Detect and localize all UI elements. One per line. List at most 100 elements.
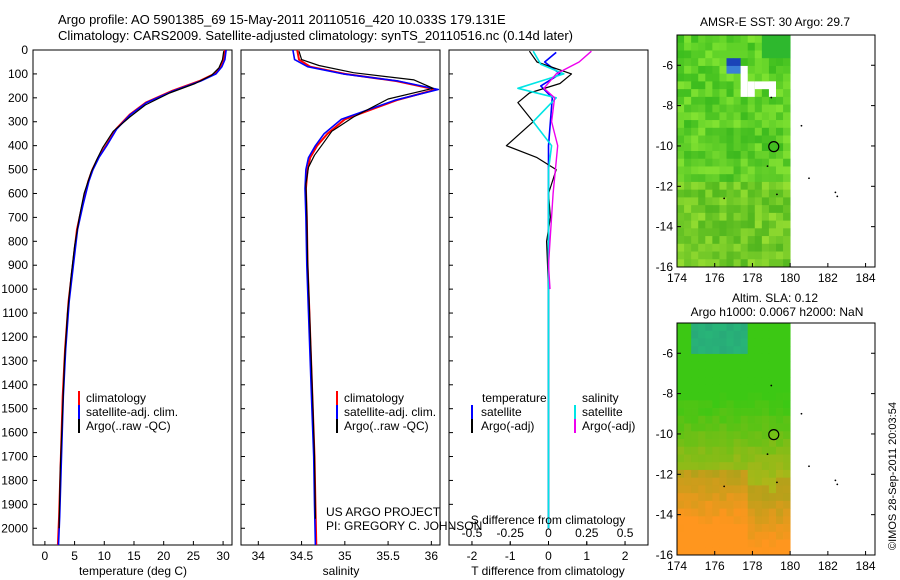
heatmap-cell	[776, 400, 784, 409]
heatmap-cell	[719, 330, 727, 339]
heatmap-cell	[677, 35, 685, 44]
heatmap-cell	[783, 135, 791, 144]
heatmap-cell	[768, 323, 777, 332]
heatmap-cell	[698, 493, 706, 502]
heatmap-cell	[684, 346, 692, 355]
island-dot	[766, 453, 769, 456]
heatmap-cell	[691, 516, 699, 525]
heatmap-cell	[698, 524, 706, 533]
heatmap-cell	[783, 35, 791, 44]
heatmap-cell	[712, 81, 720, 90]
heatmap-cell	[691, 462, 699, 471]
heatmap-cell	[698, 431, 706, 440]
heatmap-cell	[754, 120, 763, 129]
heatmap-cell	[712, 259, 720, 268]
heatmap-cell	[733, 120, 742, 129]
heatmap-cell	[747, 220, 756, 229]
lat-tick-label: -10	[656, 139, 674, 153]
heatmap-cell	[754, 439, 763, 448]
heatmap-cell	[761, 415, 770, 424]
heatmap-cell	[677, 338, 685, 347]
heatmap-cell	[719, 400, 727, 409]
heatmap-cell	[698, 205, 706, 214]
heatmap-cell	[733, 485, 742, 494]
heatmap-cell	[747, 174, 756, 183]
heatmap-cell	[698, 384, 706, 393]
heatmap-cell	[719, 81, 727, 90]
heatmap-cell	[712, 174, 720, 183]
heatmap-cell	[761, 353, 770, 363]
heatmap-cell	[740, 384, 749, 393]
heatmap-cell	[705, 151, 713, 160]
x-tick-label: 34	[252, 549, 266, 563]
heatmap-cell	[768, 462, 777, 471]
heatmap-cell	[740, 531, 749, 540]
heatmap-cell	[733, 377, 742, 386]
heatmap-cell	[754, 151, 763, 160]
heatmap-cell	[747, 431, 756, 440]
heatmap-cell	[783, 369, 791, 378]
heatmap-cell	[698, 377, 706, 386]
heatmap-cell	[747, 212, 756, 221]
heatmap-cell	[733, 353, 742, 363]
heatmap-cell	[712, 104, 720, 113]
heatmap-cell	[768, 151, 777, 160]
heatmap-cell	[747, 127, 756, 136]
heatmap-cell	[705, 205, 713, 214]
heatmap-cell	[768, 212, 777, 221]
heatmap-cell	[761, 384, 770, 393]
heatmap-cell	[740, 338, 749, 347]
heatmap-cell	[761, 65, 770, 75]
heatmap-cell	[754, 408, 763, 417]
heatmap-cell	[776, 508, 784, 517]
heatmap-cell	[733, 439, 742, 448]
heatmap-cell	[733, 228, 742, 237]
x-tick-label: 35	[338, 549, 352, 563]
heatmap-cell	[677, 259, 685, 268]
heatmap-cell	[776, 524, 784, 533]
heatmap-cell	[776, 469, 784, 479]
heatmap-cell	[719, 353, 727, 363]
heatmap-cell	[698, 353, 706, 363]
heatmap-cell	[733, 89, 742, 98]
heatmap-cell	[768, 65, 777, 75]
heatmap-cell	[726, 454, 734, 463]
heatmap-cell	[783, 524, 791, 533]
heatmap-cell	[740, 539, 749, 548]
heatmap-cell	[740, 508, 749, 517]
heatmap-cell	[691, 423, 699, 432]
heatmap-cell	[684, 42, 692, 51]
heatmap-cell	[705, 104, 713, 113]
heatmap-cell	[783, 50, 791, 59]
heatmap-cell	[783, 236, 791, 245]
heatmap-cell	[719, 112, 727, 121]
heatmap-cell	[761, 158, 770, 167]
heatmap-cell	[761, 408, 770, 417]
heatmap-cell	[705, 96, 713, 105]
heatmap-cell	[726, 166, 734, 175]
heatmap-cell	[684, 174, 692, 183]
heatmap-cell	[768, 330, 777, 339]
sla-heatmap	[676, 322, 876, 556]
heatmap-cell	[712, 454, 720, 463]
heatmap-cell	[733, 469, 742, 479]
heatmap-cell	[705, 236, 713, 245]
heatmap-cell	[776, 50, 784, 59]
heatmap-cell	[761, 539, 770, 548]
heatmap-cell	[684, 58, 692, 67]
heatmap-cell	[768, 251, 777, 260]
heatmap-cell	[747, 151, 756, 160]
heatmap-cell	[691, 181, 699, 191]
heatmap-cell	[712, 205, 720, 214]
lon-tick-label: 184	[856, 559, 876, 573]
heatmap-cell	[733, 65, 742, 75]
heatmap-cell	[776, 236, 784, 245]
heatmap-cell	[698, 151, 706, 160]
heatmap-cell	[677, 205, 685, 214]
heatmap-cell	[768, 135, 777, 144]
heatmap-cell	[719, 96, 727, 105]
heatmap-cell	[747, 384, 756, 393]
heatmap-cell	[705, 400, 713, 409]
heatmap-cell	[768, 408, 777, 417]
heatmap-cell	[677, 516, 685, 525]
